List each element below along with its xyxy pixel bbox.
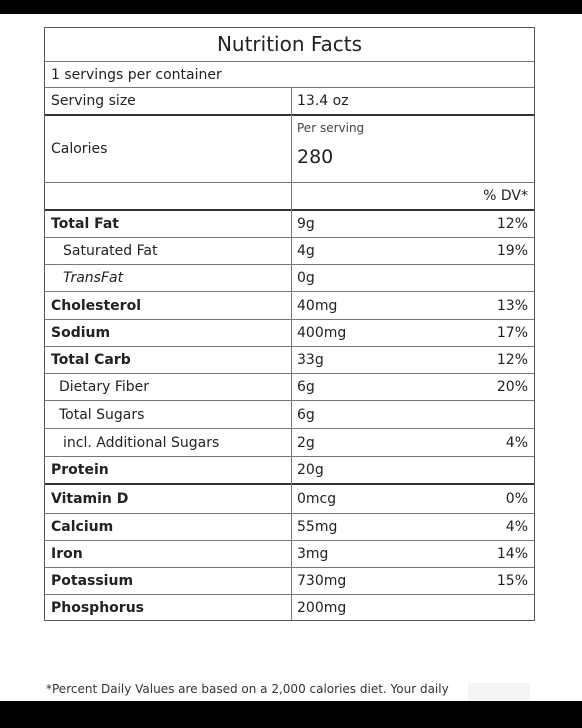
nutrition-label: Nutrition Facts 1 servings per container… xyxy=(44,27,535,621)
nutrient-name: Saturated Fat xyxy=(63,243,158,259)
dv-header-row: % DV* xyxy=(45,182,534,209)
bottom-black-bar xyxy=(0,701,582,728)
footnote-fade xyxy=(468,683,530,701)
nutrient-dv: 19% xyxy=(496,243,528,259)
servings-row: 1 servings per container xyxy=(45,61,534,87)
nutrient-name: incl. Additional Sugars xyxy=(63,434,220,451)
nutrient-row-total-sugars: Total Sugars 6g xyxy=(45,400,534,428)
nutrient-name: Dietary Fiber xyxy=(59,379,150,395)
nutrient-dv: 13% xyxy=(496,297,528,314)
nutrient-row-trans-fat: TransFat 0g xyxy=(45,264,534,291)
vitamin-dv: 14% xyxy=(496,546,528,562)
nutrient-name: Protein xyxy=(51,462,109,478)
nutrient-dv: 17% xyxy=(496,325,528,341)
nutrient-dv: 4% xyxy=(505,434,528,451)
vitamin-amount: 730mg xyxy=(297,573,347,589)
vitamin-amount: 0mcg xyxy=(297,491,337,507)
nutrient-dv: 12% xyxy=(496,216,528,232)
nutrient-amount: 400mg xyxy=(297,325,347,341)
vitamin-name: Iron xyxy=(51,546,83,562)
nutrient-row-sodium: Sodium 400mg 17% xyxy=(45,319,534,346)
nutrient-name: Total Sugars xyxy=(59,406,145,423)
vitamin-row-iron: Iron 3mg 14% xyxy=(45,540,534,567)
dv-header: % DV* xyxy=(483,188,528,204)
vitamin-dv: 15% xyxy=(496,573,528,589)
nutrient-amount: 33g xyxy=(297,352,324,368)
serving-size-label: Serving size xyxy=(51,93,136,109)
nutrient-name: Total Carb xyxy=(51,352,131,368)
nutrient-amount: 40mg xyxy=(297,297,338,314)
label-title: Nutrition Facts xyxy=(216,32,363,56)
nutrient-amount: 6g xyxy=(297,379,315,395)
vitamin-dv: 0% xyxy=(505,491,528,507)
nutrient-row-total-fat: Total Fat 9g 12% xyxy=(45,209,534,237)
calories-value: 280 xyxy=(297,146,334,168)
nutrient-amount: 20g xyxy=(297,462,324,478)
vitamin-name: Calcium xyxy=(51,519,114,535)
nutrient-dv: 20% xyxy=(496,379,528,395)
vitamin-name: Potassium xyxy=(51,573,134,589)
vitamin-row-potassium: Potassium 730mg 15% xyxy=(45,567,534,594)
nutrient-amount: 2g xyxy=(297,434,315,451)
column-divider xyxy=(291,87,292,620)
nutrient-row-cholesterol: Cholesterol 40mg 13% xyxy=(45,291,534,319)
vitamin-amount: 200mg xyxy=(297,599,347,616)
vitamin-name: Vitamin D xyxy=(51,491,129,507)
nutrient-amount: 0g xyxy=(297,270,315,286)
nutrient-row-protein: Protein 20g xyxy=(45,456,534,483)
nutrient-name: Total Fat xyxy=(51,216,120,232)
nutrient-row-added-sugars: incl. Additional Sugars 2g 4% xyxy=(45,428,534,456)
top-black-bar xyxy=(0,0,582,14)
vitamin-row-vitamin-d: Vitamin D 0mcg 0% xyxy=(45,483,534,513)
nutrient-amount: 4g xyxy=(297,243,315,259)
nutrient-name: TransFat xyxy=(63,270,124,286)
vitamin-amount: 3mg xyxy=(297,546,329,562)
vitamin-dv: 4% xyxy=(505,519,528,535)
vitamin-amount: 55mg xyxy=(297,519,338,535)
nutrient-row-dietary-fiber: Dietary Fiber 6g 20% xyxy=(45,373,534,400)
footnote: *Percent Daily Values are based on a 2,0… xyxy=(46,682,449,696)
nutrient-amount: 6g xyxy=(297,406,315,423)
nutrient-dv: 12% xyxy=(496,352,528,368)
servings-per-container: 1 servings per container xyxy=(51,66,222,83)
vitamin-name: Phosphorus xyxy=(51,599,144,616)
calories-row: Calories Per serving 280 xyxy=(45,114,534,182)
nutrient-row-total-carb: Total Carb 33g 12% xyxy=(45,346,534,373)
serving-size-value: 13.4 oz xyxy=(297,93,349,109)
vitamin-row-calcium: Calcium 55mg 4% xyxy=(45,513,534,540)
serving-size-row: Serving size 13.4 oz xyxy=(45,87,534,114)
nutrient-name: Cholesterol xyxy=(51,297,141,314)
nutrient-amount: 9g xyxy=(297,216,315,232)
per-serving-label: Per serving xyxy=(297,121,365,135)
nutrient-name: Sodium xyxy=(51,325,111,341)
vitamin-row-phosphorus: Phosphorus 200mg xyxy=(45,594,534,620)
calories-label: Calories xyxy=(51,141,108,157)
nutrient-row-saturated-fat: Saturated Fat 4g 19% xyxy=(45,237,534,264)
